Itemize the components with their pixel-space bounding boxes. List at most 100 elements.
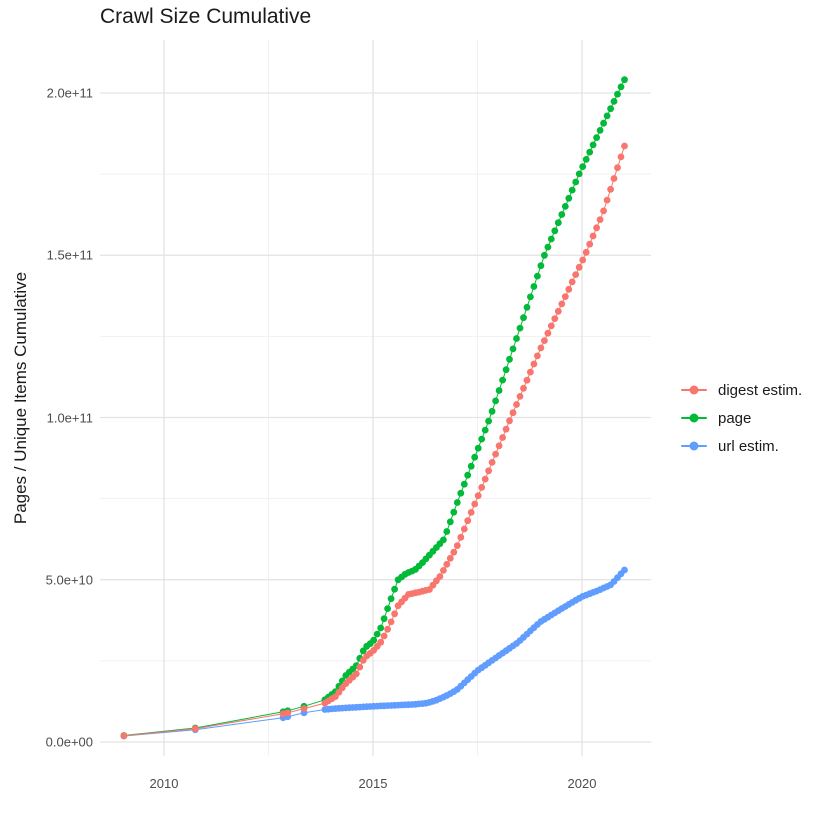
data-point: [446, 554, 454, 562]
data-point: [544, 243, 552, 251]
y-tick-label: 0.0e+00: [45, 734, 93, 750]
data-point: [607, 185, 614, 193]
data-point: [554, 219, 562, 227]
data-point: [506, 355, 513, 363]
data-point: [453, 542, 461, 549]
data-point: [384, 625, 391, 633]
data-point: [572, 178, 580, 186]
data-point: [617, 153, 625, 161]
y-tick-label: 1.0e+11: [46, 410, 93, 425]
series-digest-estim: [120, 142, 628, 740]
data-point: [520, 384, 527, 392]
data-point: [391, 585, 398, 593]
legend-item-url-estim: url estim.: [681, 437, 802, 455]
data-point: [596, 216, 604, 224]
data-point: [565, 194, 573, 202]
data-point: [370, 636, 378, 644]
data-point: [568, 186, 576, 194]
data-point: [467, 509, 475, 516]
data-point: [600, 207, 607, 215]
data-point: [534, 352, 541, 360]
data-point: [586, 240, 594, 248]
data-point: [467, 462, 475, 470]
data-point: [523, 303, 531, 311]
data-point: [582, 248, 590, 256]
data-point: [530, 283, 538, 290]
data-point: [527, 293, 534, 301]
data-point: [621, 142, 628, 150]
data-point: [488, 407, 496, 415]
data-point: [499, 434, 506, 441]
data-point: [384, 605, 391, 612]
data-point: [478, 435, 486, 443]
data-point: [352, 670, 360, 678]
data-point: [457, 489, 465, 497]
data-point: [284, 709, 292, 717]
data-point: [502, 425, 510, 433]
chart-title: Crawl Size Cumulative: [100, 5, 312, 28]
data-point: [481, 426, 489, 434]
data-point: [579, 256, 587, 264]
y-tick-label: 2.0e+11: [46, 85, 93, 101]
data-point: [575, 263, 583, 271]
legend-key-icon: [681, 383, 707, 397]
y-tick-label: 1.5e+11: [46, 247, 93, 263]
data-point: [499, 376, 506, 384]
data-point: [596, 126, 604, 134]
data-point: [579, 163, 587, 171]
data-point: [600, 119, 607, 127]
data-point: [586, 148, 594, 156]
data-point: [541, 337, 548, 344]
data-point: [506, 417, 513, 425]
data-point: [530, 360, 538, 368]
data-point: [485, 467, 492, 475]
legend-dot-icon: [689, 413, 699, 423]
data-point: [471, 453, 479, 461]
gridlines: [100, 40, 651, 756]
data-point: [593, 224, 600, 232]
series-page: [120, 76, 628, 739]
data-point: [589, 232, 597, 240]
legend: digest estim. page url estim.: [681, 381, 802, 455]
data-point: [561, 203, 569, 210]
data-point: [554, 307, 562, 315]
data-point: [478, 484, 486, 491]
data-point: [373, 630, 381, 638]
data-point: [300, 705, 308, 712]
data-point: [509, 345, 517, 353]
data-point: [443, 560, 451, 568]
data-point: [610, 98, 618, 105]
data-point: [558, 300, 566, 308]
data-point: [614, 164, 621, 172]
data-point: [380, 632, 388, 640]
data-point: [471, 500, 479, 508]
data-point: [443, 528, 451, 535]
data-point: [120, 732, 128, 740]
data-point: [356, 663, 364, 671]
data-point: [561, 293, 569, 300]
data-point: [621, 76, 628, 84]
data-point: [593, 134, 600, 142]
data-point: [457, 533, 465, 541]
data-point: [474, 444, 482, 452]
data-point: [582, 156, 590, 163]
data-point: [492, 397, 499, 405]
data-point: [387, 595, 395, 603]
data-point: [516, 393, 524, 400]
data-point: [380, 615, 388, 623]
data-point: [614, 90, 621, 98]
data-point: [460, 525, 468, 533]
data-point: [603, 112, 611, 120]
legend-dot-icon: [689, 441, 699, 451]
data-point: [558, 211, 566, 218]
data-point: [485, 417, 492, 425]
data-point: [537, 344, 545, 352]
data-point: [513, 335, 520, 342]
data-point: [572, 271, 580, 278]
legend-dot-icon: [689, 385, 699, 395]
data-point: [453, 499, 461, 506]
data-point: [575, 170, 583, 178]
data-point: [495, 387, 503, 394]
data-point: [523, 376, 531, 384]
